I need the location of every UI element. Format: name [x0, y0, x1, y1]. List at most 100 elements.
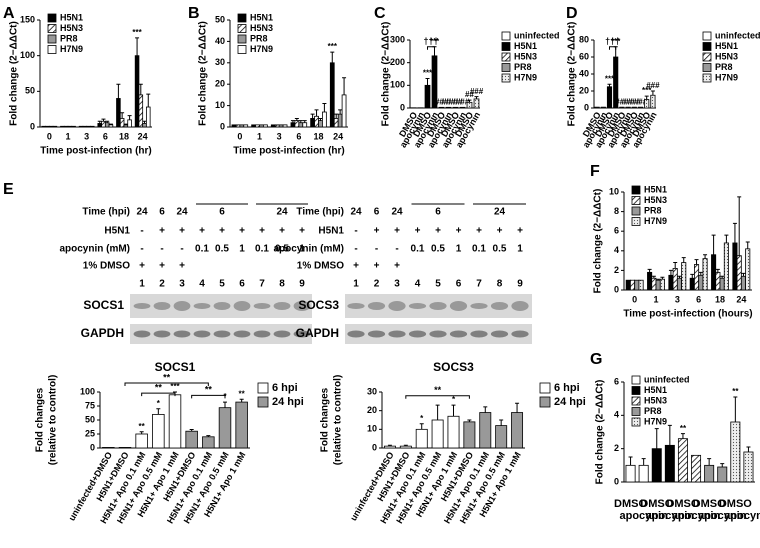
bar: [63, 125, 69, 128]
bar: [218, 407, 232, 449]
significance: ###: [646, 81, 660, 90]
band: [233, 301, 251, 311]
x-tick-label: 24: [138, 131, 148, 141]
error-bar: [302, 120, 307, 123]
bar: [681, 262, 687, 291]
panel-letter: F: [590, 163, 600, 180]
legend-swatch: [631, 206, 641, 216]
bar: [123, 124, 129, 128]
cell: 0.1: [472, 244, 486, 255]
error-bar: [680, 433, 685, 439]
bar: [67, 125, 73, 128]
significance: ##: [465, 90, 474, 99]
legend-label: uninfected: [514, 30, 560, 40]
bar: [329, 62, 335, 128]
cell: +: [374, 261, 380, 272]
bar: [736, 255, 742, 291]
bracket-label: **: [155, 382, 163, 392]
significance: ***: [423, 69, 433, 78]
y-tick-label: 0: [30, 121, 35, 131]
bar: [235, 401, 248, 449]
cell: -: [140, 226, 143, 237]
error-bar: [108, 123, 113, 125]
y-tick-label: 20: [215, 79, 225, 89]
x-tick-label: DMSO: [666, 498, 699, 510]
bar: [263, 124, 268, 128]
band: [133, 303, 151, 309]
significance: ***: [170, 382, 180, 391]
x-tick-label: DMSO: [640, 498, 673, 510]
legend-label: uninfected: [715, 30, 760, 40]
bar: [259, 124, 264, 128]
significance: ***: [132, 28, 142, 37]
cell: +: [259, 226, 265, 237]
error-bar: [745, 241, 750, 249]
x-axis-label: Time post-infection (hr): [233, 146, 344, 157]
y-axis-label: Fold changes: [35, 387, 46, 452]
error-bar: [318, 117, 323, 121]
error-bar: [334, 113, 339, 119]
band: [193, 330, 211, 338]
bar: [473, 98, 480, 109]
legend-swatch: [501, 63, 511, 72]
x-tick-label: 24: [333, 131, 343, 141]
y-axis-label: Fold change (2−ΔΔCt): [567, 22, 578, 127]
error-bar: [483, 406, 488, 413]
row-label: 1% DMSO: [297, 261, 344, 272]
bracket-label: †††: [605, 36, 620, 46]
bar: [119, 118, 125, 128]
y-axis-label: Fold change (2−ΔΔCt): [9, 21, 20, 126]
bar: [142, 123, 147, 128]
bar: [740, 275, 746, 291]
bar: [672, 268, 678, 291]
lane-number: 4: [415, 279, 421, 290]
band-label: SOCS1: [83, 298, 124, 312]
error-bar: [654, 428, 659, 449]
y-tick-label: 100: [390, 80, 405, 90]
error-bar: [474, 96, 479, 99]
bar: [694, 264, 700, 291]
cell: 24: [350, 207, 362, 218]
error-bar: [607, 83, 612, 87]
bar: [135, 433, 148, 449]
cell: +: [279, 226, 285, 237]
error-bar: [650, 90, 655, 96]
bar: [282, 124, 288, 128]
lane-number: 6: [239, 279, 245, 290]
bar: [625, 464, 636, 483]
significance: **: [139, 422, 146, 431]
y-tick-label: 75: [85, 400, 95, 410]
legend-swatch: [47, 24, 57, 33]
bar: [743, 451, 754, 483]
significance: ***: [605, 74, 615, 83]
y-tick-label: 0: [400, 102, 405, 112]
band-label: GAPDH: [296, 326, 339, 340]
y-axis-label: Fold change (2−ΔΔCt): [595, 380, 606, 485]
x-tick-label: 18: [313, 131, 323, 141]
bar: [45, 125, 50, 128]
cell: +: [159, 226, 165, 237]
cell: 6: [219, 207, 225, 218]
y-tick-label: 80: [579, 34, 589, 44]
bar: [310, 118, 315, 128]
y-tick-label: 30: [215, 57, 225, 67]
significance: **: [239, 389, 246, 398]
error-bar: [746, 446, 751, 452]
legend-swatch: [237, 34, 247, 44]
lane-number: 8: [497, 279, 503, 290]
x-tick-label: 3: [84, 131, 89, 141]
legend-label: H7N9: [514, 72, 537, 82]
y-tick-label: 0: [614, 284, 619, 294]
legend-swatch: [702, 63, 712, 72]
bar: [152, 413, 165, 449]
bar: [452, 106, 459, 109]
cell: +: [374, 226, 380, 237]
bar: [168, 394, 182, 449]
bar: [86, 125, 91, 128]
cell: +: [159, 261, 165, 272]
error-bar: [97, 120, 102, 124]
error-bar: [681, 257, 686, 263]
bar: [723, 242, 729, 291]
error-bar: [660, 276, 665, 280]
